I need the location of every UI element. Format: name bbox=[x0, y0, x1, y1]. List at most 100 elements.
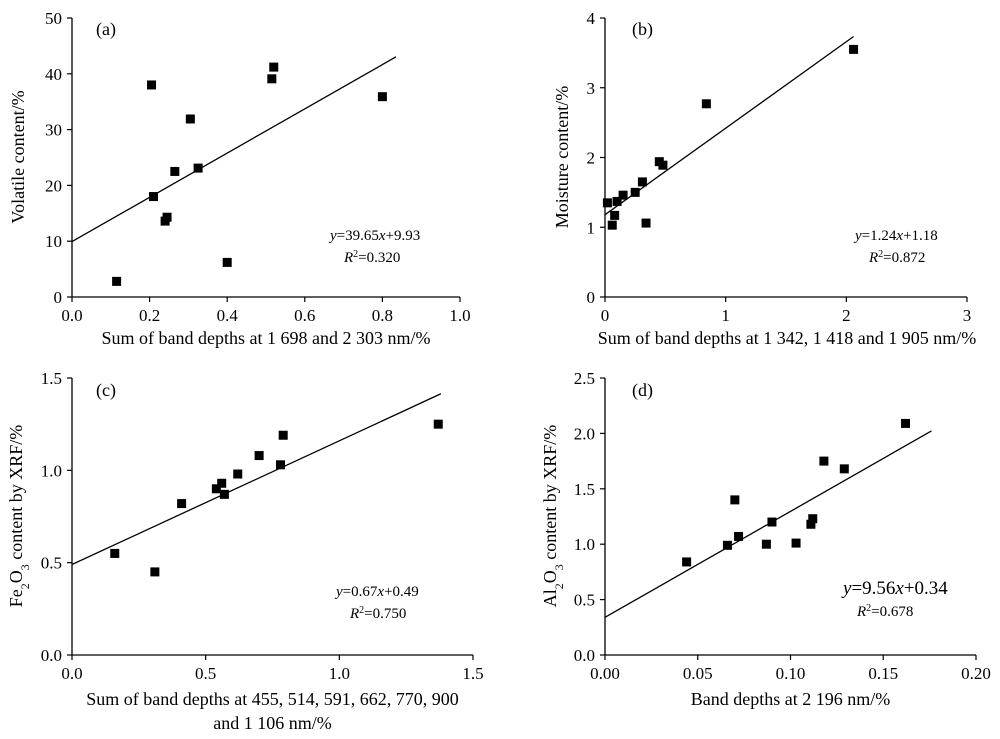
y-tick-label: 4 bbox=[587, 9, 596, 28]
data-point bbox=[267, 74, 277, 84]
data-point bbox=[808, 514, 818, 524]
panel-label: (b) bbox=[632, 19, 653, 40]
data-point bbox=[637, 177, 647, 187]
x-tick-label: 3 bbox=[963, 306, 972, 325]
x-axis-label: Sum of band depths at 455, 514, 591, 662… bbox=[86, 689, 458, 709]
x-axis-label: Sum of band depths at 1 698 and 2 303 nm… bbox=[102, 328, 431, 348]
y-tick-label: 1.0 bbox=[41, 461, 62, 480]
data-point bbox=[849, 44, 859, 54]
y-tick-label: 1.5 bbox=[574, 480, 595, 499]
data-point bbox=[150, 567, 160, 577]
y-tick-label: 50 bbox=[45, 9, 62, 28]
panel-c: 0.0 0.5 1.0 1.5 0.0 0.5 1.0 1.5 (c) y=0.67x+0.49 R… bbox=[6, 369, 484, 733]
x-tick-label: 0 bbox=[601, 306, 610, 325]
y-axis-label: Fe2O3 content by XRF/% bbox=[6, 425, 32, 608]
data-point bbox=[839, 464, 849, 474]
y-tick-label: 0.5 bbox=[41, 554, 62, 573]
regression-line bbox=[604, 35, 854, 216]
y-tick-label: 0.0 bbox=[41, 646, 62, 665]
data-point bbox=[618, 190, 628, 200]
regression-equation: y=1.24x+1.18 bbox=[853, 228, 938, 244]
regression-equation: y=9.56x+0.34 bbox=[841, 578, 948, 599]
y-tick-label: 0 bbox=[587, 288, 596, 307]
x-axis-label: Band depths at 2 196 nm/% bbox=[691, 689, 890, 709]
x-tick-label: 2 bbox=[842, 306, 851, 325]
data-point bbox=[217, 478, 227, 488]
y-tick-label: 30 bbox=[45, 121, 62, 140]
panel-a: 0.0 0.2 0.4 0.6 0.8 1.0 0 10 20 30 40 50 (a) y=39.65x… bbox=[8, 9, 471, 348]
x-tick-label: 0.20 bbox=[961, 664, 991, 683]
x-tick-label: 0.4 bbox=[217, 306, 239, 325]
data-point bbox=[377, 92, 387, 102]
data-point bbox=[269, 62, 279, 72]
data-point bbox=[110, 548, 120, 558]
x-axis-label: Sum of band depths at 1 342, 1 418 and 1… bbox=[598, 328, 976, 348]
data-point bbox=[701, 99, 711, 109]
data-point bbox=[658, 160, 668, 170]
data-point bbox=[177, 499, 187, 509]
data-point bbox=[147, 80, 157, 90]
x-tick-label: 1.0 bbox=[449, 306, 470, 325]
panel-label: (d) bbox=[632, 380, 653, 401]
panel-label: (c) bbox=[96, 380, 116, 401]
data-point bbox=[170, 166, 180, 176]
y-tick-label: 10 bbox=[45, 232, 62, 251]
data-point bbox=[607, 220, 617, 230]
data-point bbox=[112, 276, 122, 286]
regression-line bbox=[71, 393, 442, 566]
y-tick-label: 1.0 bbox=[574, 535, 595, 554]
x-tick-label: 1.0 bbox=[329, 664, 350, 683]
data-point bbox=[791, 538, 801, 548]
data-point bbox=[641, 218, 651, 228]
panel-label: (a) bbox=[96, 19, 116, 40]
data-point bbox=[612, 196, 622, 206]
data-point bbox=[806, 519, 816, 529]
x-axis-label-line2: and 1 106 nm/% bbox=[213, 713, 332, 733]
data-point bbox=[185, 114, 195, 124]
data-point bbox=[730, 495, 740, 505]
data-point bbox=[222, 257, 232, 267]
data-point bbox=[148, 192, 158, 202]
panel-d: 0.00 0.05 0.10 0.15 0.20 0.0 0.5 1.0 1.5 2.0 2.5 (d… bbox=[540, 369, 991, 709]
data-point bbox=[767, 517, 777, 527]
y-tick-label: 0 bbox=[54, 288, 63, 307]
x-tick-label: 0.0 bbox=[61, 664, 82, 683]
x-tick-label: 0.6 bbox=[294, 306, 315, 325]
x-tick-label: 0.2 bbox=[139, 306, 160, 325]
y-tick-label: 20 bbox=[45, 176, 62, 195]
y-tick-label: 3 bbox=[587, 79, 596, 98]
data-point bbox=[901, 418, 911, 428]
x-tick-label: 0.05 bbox=[683, 664, 713, 683]
x-tick-label: 1.5 bbox=[462, 664, 483, 683]
x-tick-label: 0.15 bbox=[868, 664, 898, 683]
data-point bbox=[276, 460, 286, 470]
r-squared: R2=0.750 bbox=[349, 605, 406, 623]
x-tick-label: 0.8 bbox=[372, 306, 393, 325]
data-point bbox=[722, 540, 732, 550]
data-point bbox=[761, 539, 771, 549]
data-point bbox=[682, 557, 692, 567]
y-axis-label: Moisture content/% bbox=[552, 86, 572, 228]
y-axis-label: Volatile content/% bbox=[8, 90, 28, 223]
y-tick-label: 2.0 bbox=[574, 424, 595, 443]
data-point bbox=[193, 163, 203, 173]
y-tick-label: 1 bbox=[587, 218, 596, 237]
data-point bbox=[254, 451, 264, 461]
y-tick-label: 2.5 bbox=[574, 369, 595, 388]
y-tick-label: 0.0 bbox=[574, 646, 595, 665]
x-tick-label: 1 bbox=[721, 306, 730, 325]
y-tick-label: 40 bbox=[45, 65, 62, 84]
r-squared: R2=0.872 bbox=[868, 249, 925, 267]
data-point bbox=[211, 484, 221, 494]
y-tick-label: 0.5 bbox=[574, 591, 595, 610]
y-tick-label: 2 bbox=[587, 149, 596, 168]
regression-equation: y=39.65x+9.93 bbox=[328, 228, 420, 244]
x-tick-label: 0.0 bbox=[61, 306, 82, 325]
data-point bbox=[219, 489, 229, 499]
data-point bbox=[278, 430, 288, 440]
panel-b: 0 1 2 3 0 1 2 3 4 (b) y=1.24x+1.18 R2=0.872 Sum of b… bbox=[552, 9, 976, 348]
data-point bbox=[630, 187, 640, 197]
regression-line bbox=[71, 56, 397, 243]
y-tick-label: 1.5 bbox=[41, 369, 62, 388]
